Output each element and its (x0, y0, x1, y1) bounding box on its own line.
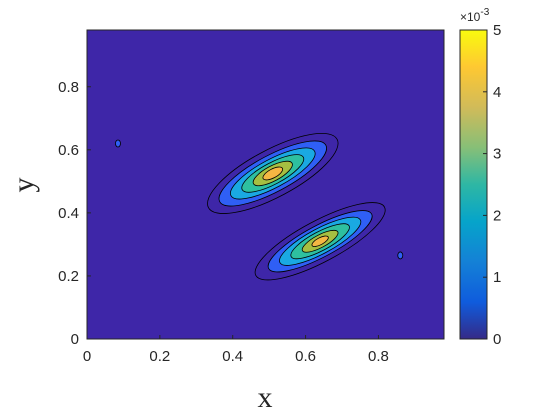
colorbar-exponent: ×10-3 (460, 7, 490, 24)
contour-speck (397, 251, 404, 260)
colorbar-tick-label: 1 (493, 269, 501, 286)
y-tick-label: 0.6 (58, 142, 79, 159)
contour-level-6 (311, 235, 329, 247)
x-tick-label: 0 (83, 348, 91, 365)
plot-frame (86, 29, 445, 340)
x-axis-label: x (258, 381, 273, 414)
x-tick-label: 0.8 (368, 348, 389, 365)
colorbar-tick-label: 5 (493, 22, 501, 39)
colorbar-tick-label: 0 (493, 331, 501, 348)
colorbar-multiplier: ×10 (460, 10, 481, 24)
contour-layer (115, 132, 404, 281)
y-tick-label: 0.4 (58, 205, 79, 222)
colorbar-ticks: 0 1 2 3 4 5 (483, 22, 501, 348)
y-tick-label: 0.8 (58, 79, 79, 96)
colorbar: 0 1 2 3 4 5 ×10-3 (459, 7, 501, 348)
contour-level-6 (262, 166, 284, 181)
x-axis-ticks: 0 0.2 0.4 0.6 0.8 (83, 335, 389, 365)
y-axis-label: y (7, 178, 40, 193)
x-tick-label: 0.2 (149, 348, 170, 365)
contour-speck (115, 139, 121, 148)
y-axis-ticks: 0 0.2 0.4 0.6 0.8 (58, 79, 91, 348)
colorbar-gradient (459, 29, 488, 340)
y-tick-label: 0.2 (58, 268, 79, 285)
y-tick-label: 0 (71, 331, 79, 348)
colorbar-tick-label: 2 (493, 207, 501, 224)
contour-blob-lower (254, 202, 386, 281)
colorbar-tick-label: 4 (493, 84, 501, 101)
x-tick-label: 0.6 (295, 348, 316, 365)
colorbar-tick-label: 3 (493, 146, 501, 163)
colorbar-exponent-value: -3 (480, 7, 489, 18)
contour-blob-upper (207, 132, 339, 214)
x-tick-label: 0.4 (222, 348, 243, 365)
plot-area (86, 29, 445, 340)
